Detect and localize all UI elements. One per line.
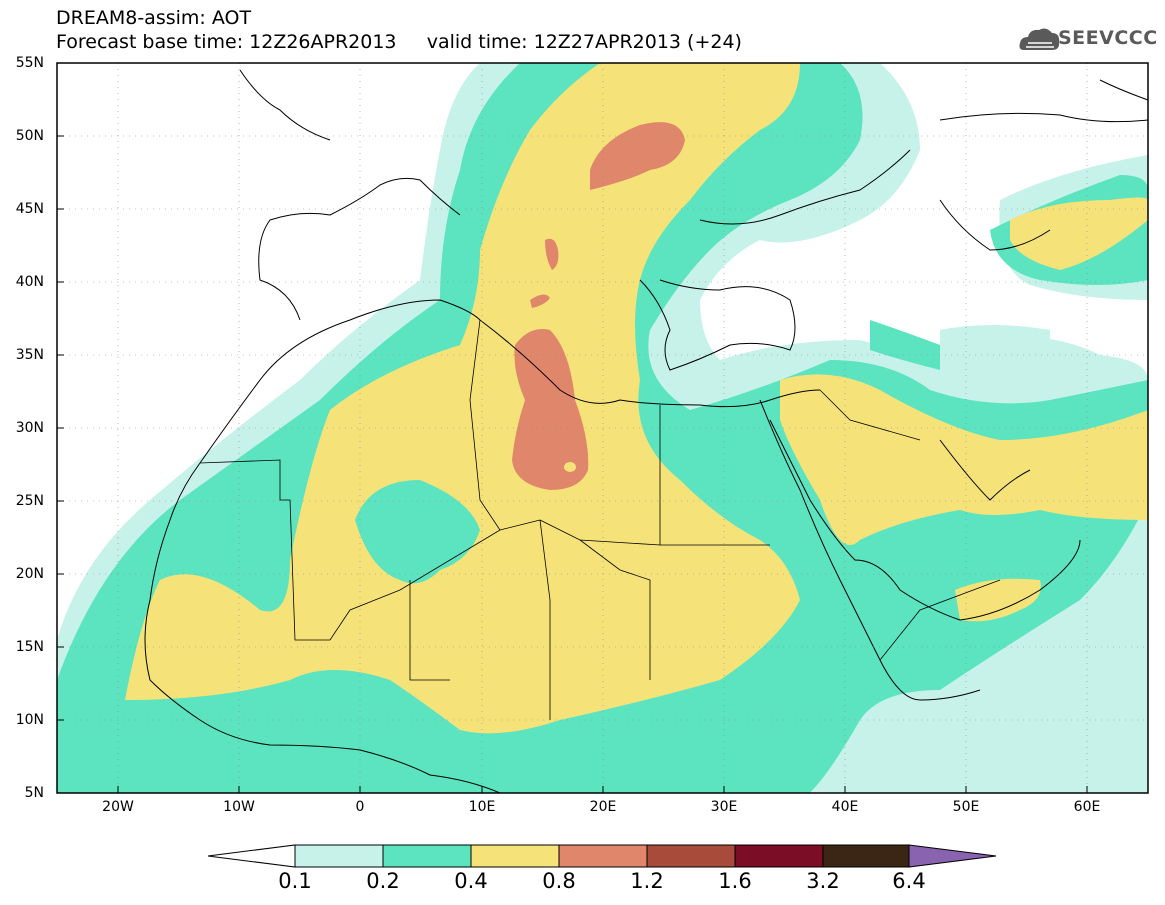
lat-label: 35N [15, 347, 44, 363]
lat-label: 40N [15, 274, 44, 290]
colorbar-label: 6.4 [892, 869, 926, 893]
colorbar-label: 0.1 [278, 869, 312, 893]
colorbar-under-arrow [207, 844, 296, 868]
lon-label: 20W [102, 799, 134, 815]
lon-label: 10W [223, 799, 255, 815]
forecast-time-line: Forecast base time: 12Z26APR2013 valid t… [56, 31, 742, 53]
lat-label: 10N [15, 712, 44, 728]
colorbar-label: 3.2 [806, 869, 840, 893]
colorbar-swatch-3-2 [822, 844, 910, 868]
lon-label: 20E [589, 799, 617, 815]
lat-label: 30N [15, 420, 44, 436]
aot-level-0-2-islands [355, 480, 1040, 584]
lon-label: 10E [468, 799, 496, 815]
country-borders [199, 319, 1001, 720]
lat-label: 25N [15, 493, 44, 509]
axis-ticks [57, 135, 1088, 793]
coastlines [144, 69, 1148, 793]
lat-label: 50N [15, 128, 44, 144]
colorbar-label: 0.2 [366, 869, 400, 893]
lon-label: 40E [831, 799, 859, 815]
lon-label: 60E [1073, 799, 1101, 815]
colorbar-swatch-0-4 [470, 844, 560, 868]
colorbar-over-arrow [908, 844, 997, 868]
lat-label: 15N [15, 639, 44, 655]
colorbar-swatch-0-1 [294, 844, 384, 868]
lat-label: 45N [15, 201, 44, 217]
colorbar-label: 0.4 [454, 869, 488, 893]
lat-label: 55N [15, 55, 44, 71]
colorbar-label: 0.8 [542, 869, 576, 893]
colorbar-swatch-0-2 [382, 844, 472, 868]
lon-label: 50E [952, 799, 980, 815]
colorbar-swatch-1-2 [646, 844, 736, 868]
colorbar-label: 1.6 [718, 869, 752, 893]
cloud-logo-icon [1019, 28, 1060, 50]
colorbar-swatch-1-6 [734, 844, 824, 868]
colorbar-label: 1.2 [630, 869, 664, 893]
lat-label: 5N [24, 785, 44, 801]
colorbar [207, 844, 997, 868]
lon-label: 0 [355, 799, 365, 815]
map-title: DREAM8-assim: AOT [56, 7, 252, 29]
lon-label: 30E [710, 799, 738, 815]
aot-level-0-4 [125, 63, 1148, 734]
lat-label: 20N [15, 566, 44, 582]
logo-text: SEEVCCC [1058, 27, 1158, 49]
colorbar-swatch-0-8 [558, 844, 648, 868]
aot-level-0-8 [512, 122, 685, 490]
